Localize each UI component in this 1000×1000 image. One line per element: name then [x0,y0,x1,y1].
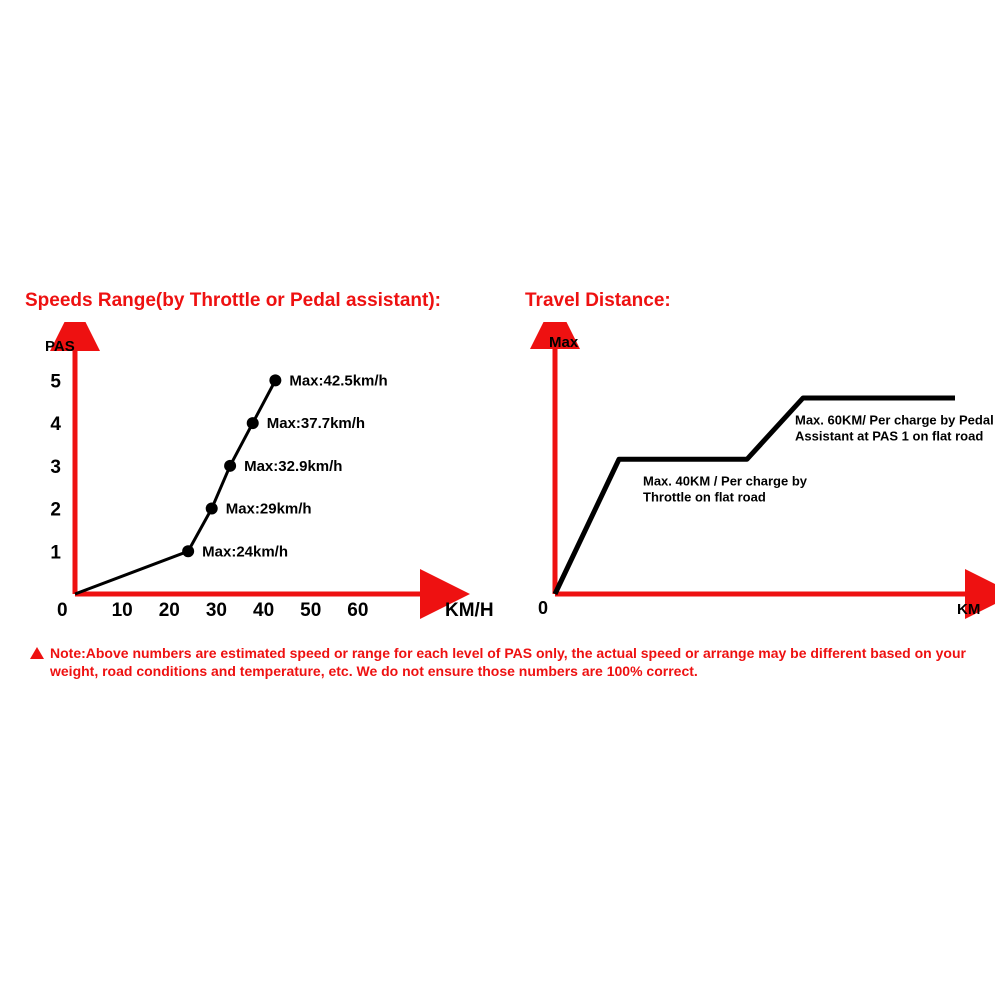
svg-text:Max: Max [549,334,579,351]
warning-triangle-icon [30,647,44,659]
svg-text:5: 5 [50,371,61,392]
svg-text:Max. 40KM / Per charge by: Max. 40KM / Per charge by [643,474,808,489]
speeds-range-chart: Speeds Range(by Throttle or Pedal assist… [0,290,525,637]
svg-text:Max:24km/h: Max:24km/h [202,543,288,560]
svg-text:Max:32.9km/h: Max:32.9km/h [244,458,342,475]
chart2-title: Travel Distance: [525,290,995,312]
chart2-svg: 0 Max KM Max. 40KM / Per charge byThrottle … [525,322,995,632]
svg-text:0: 0 [57,600,68,621]
svg-text:40: 40 [253,600,274,621]
svg-text:KM/H: KM/H [445,600,494,621]
chart1-svg: 0 10 20 30 40 50 60 1 2 3 4 5 PAS KM/H Max:24km/h Max:2… [25,322,495,632]
svg-text:10: 10 [112,600,133,621]
svg-text:20: 20 [159,600,180,621]
svg-text:3: 3 [50,457,61,478]
note-text: Note:Above numbers are estimated speed o… [50,645,980,680]
svg-text:50: 50 [300,600,321,621]
svg-text:2: 2 [50,500,61,521]
svg-text:30: 30 [206,600,227,621]
travel-distance-chart: Travel Distance: 0 Max KM Max. 40KM / Per c… [525,290,995,637]
svg-text:Max:37.7km/h: Max:37.7km/h [267,415,365,432]
svg-text:Throttle on flat road: Throttle on flat road [643,490,766,505]
svg-text:KM: KM [957,601,980,618]
svg-text:Max:42.5km/h: Max:42.5km/h [289,372,387,389]
svg-text:PAS: PAS [45,338,75,355]
chart1-title: Speeds Range(by Throttle or Pedal assist… [25,290,525,312]
note-row: Note:Above numbers are estimated speed o… [0,645,1000,680]
svg-text:0: 0 [538,598,548,618]
svg-text:Max. 60KM/ Per charge by Pedal: Max. 60KM/ Per charge by Pedal [795,412,994,427]
svg-text:1: 1 [50,542,61,563]
svg-text:4: 4 [50,414,61,435]
svg-text:Assistant at PAS 1 on flat roa: Assistant at PAS 1 on flat road [795,428,983,443]
svg-text:Max:29km/h: Max:29km/h [226,501,312,518]
svg-text:60: 60 [347,600,368,621]
